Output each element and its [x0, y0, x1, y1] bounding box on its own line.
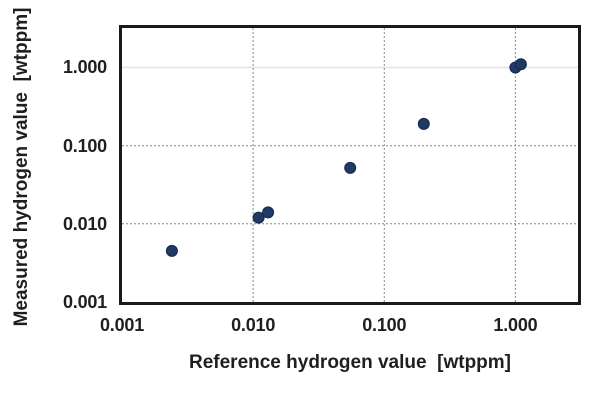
plot-area [119, 25, 581, 305]
data-point [514, 58, 527, 71]
x-tick-label: 0.001 [99, 315, 145, 335]
data-point [262, 206, 275, 219]
y-tick-label: 1.000 [62, 57, 107, 78]
data-point [417, 117, 430, 130]
x-tick-label: 0.100 [362, 315, 407, 335]
x-tick-label: 0.010 [231, 315, 276, 335]
plot-canvas [122, 28, 578, 302]
y-tick-label: 0.010 [62, 213, 107, 234]
x-tick-label: 1.000 [493, 315, 538, 335]
data-point [344, 161, 357, 174]
y-axis-title: Measured hydrogen value [wtppm] [11, 7, 32, 327]
x-axis-title: Reference hydrogen value [wtppm] [188, 352, 512, 373]
y-tick-label: 0.100 [62, 135, 107, 156]
data-point [165, 244, 178, 257]
y-tick-label: 0.001 [62, 292, 107, 312]
data-point [252, 211, 265, 224]
